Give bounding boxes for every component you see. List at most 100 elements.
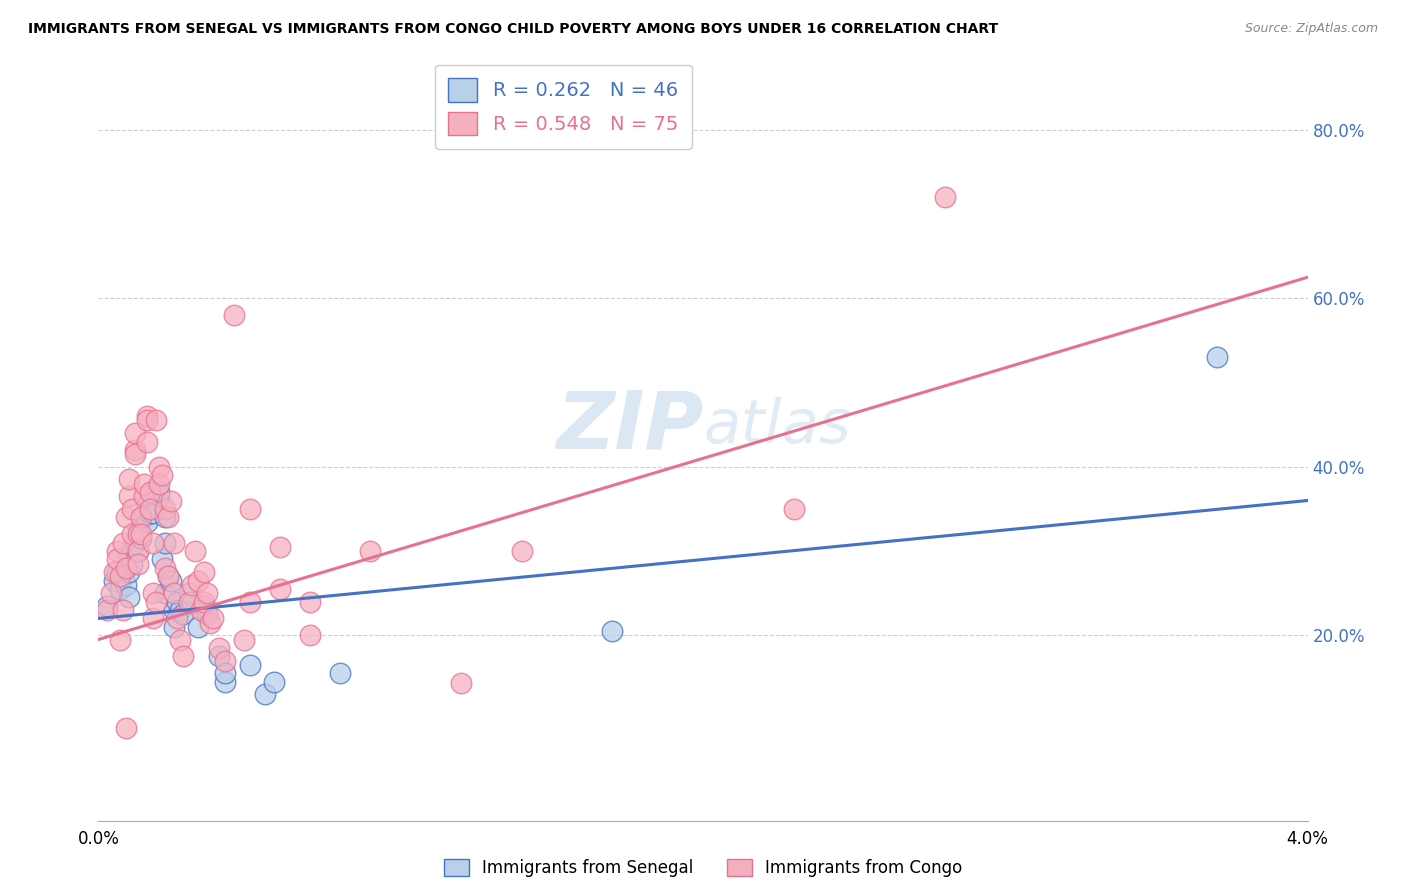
Point [148, 476, 170, 491]
Point [114, 721, 136, 735]
Point [111, 569, 134, 583]
Point [148, 485, 170, 500]
Point [269, 540, 291, 554]
Point [193, 594, 215, 608]
Point [108, 632, 131, 647]
Point [934, 190, 956, 204]
Point [602, 624, 624, 639]
Point [108, 569, 131, 583]
Text: ZIP: ZIP [555, 387, 703, 466]
Point [111, 535, 134, 549]
Point [135, 413, 157, 427]
Point [1206, 351, 1229, 365]
Point [139, 506, 162, 520]
Point [148, 459, 170, 474]
Point [153, 561, 176, 575]
Point [127, 527, 149, 541]
Point [160, 493, 183, 508]
Point [299, 628, 322, 642]
Text: IMMIGRANTS FROM SENEGAL VS IMMIGRANTS FROM CONGO CHILD POVERTY AMONG BOYS UNDER : IMMIGRANTS FROM SENEGAL VS IMMIGRANTS FR… [28, 22, 998, 37]
Point [193, 565, 215, 579]
Point [142, 535, 165, 549]
Point [145, 594, 167, 608]
Point [132, 489, 155, 503]
Point [153, 510, 176, 524]
Point [181, 594, 204, 608]
Point [187, 574, 209, 588]
Point [239, 657, 262, 672]
Point [118, 591, 141, 605]
Point [103, 574, 125, 588]
Point [142, 506, 165, 520]
Point [118, 489, 141, 503]
Point [299, 594, 322, 608]
Point [179, 594, 201, 608]
Point [329, 666, 352, 681]
Point [195, 586, 218, 600]
Point [184, 544, 207, 558]
Point [156, 569, 179, 583]
Point [142, 611, 165, 625]
Point [208, 649, 231, 664]
Point [124, 535, 146, 549]
Point [148, 489, 170, 503]
Point [166, 594, 188, 608]
Point [160, 574, 183, 588]
Point [163, 535, 186, 549]
Point [169, 632, 191, 647]
Point [105, 565, 128, 579]
Point [232, 632, 254, 647]
Point [121, 557, 143, 571]
Point [135, 498, 157, 512]
Text: Source: ZipAtlas.com: Source: ZipAtlas.com [1244, 22, 1378, 36]
Point [214, 666, 236, 681]
Point [179, 586, 201, 600]
Point [135, 434, 157, 449]
Point [96, 599, 118, 613]
Point [239, 502, 262, 516]
Point [153, 535, 176, 549]
Point [124, 442, 146, 457]
Point [127, 544, 149, 558]
Point [139, 485, 162, 500]
Point [156, 510, 179, 524]
Text: atlas: atlas [703, 397, 851, 456]
Point [263, 674, 285, 689]
Point [118, 565, 141, 579]
Point [135, 409, 157, 424]
Point [510, 544, 533, 558]
Point [200, 615, 222, 630]
Point [150, 552, 173, 566]
Point [195, 607, 218, 622]
Point [150, 468, 173, 483]
Point [129, 532, 152, 546]
Point [114, 510, 136, 524]
Point [156, 569, 179, 583]
Point [132, 510, 155, 524]
Point [169, 603, 191, 617]
Point [153, 502, 176, 516]
Point [214, 674, 236, 689]
Point [208, 640, 231, 655]
Point [96, 603, 118, 617]
Point [163, 603, 186, 617]
Point [783, 502, 806, 516]
Point [163, 586, 186, 600]
Legend: Immigrants from Senegal, Immigrants from Congo: Immigrants from Senegal, Immigrants from… [437, 852, 969, 884]
Point [105, 544, 128, 558]
Point [153, 586, 176, 600]
Point [139, 502, 162, 516]
Point [163, 620, 186, 634]
Point [190, 603, 212, 617]
Point [166, 611, 188, 625]
Point [114, 578, 136, 592]
Point [269, 582, 291, 596]
Point [114, 561, 136, 575]
Point [181, 578, 204, 592]
Point [100, 586, 122, 600]
Point [135, 515, 157, 529]
Point [129, 510, 152, 524]
Point [121, 527, 143, 541]
Point [108, 582, 131, 596]
Point [127, 523, 149, 537]
